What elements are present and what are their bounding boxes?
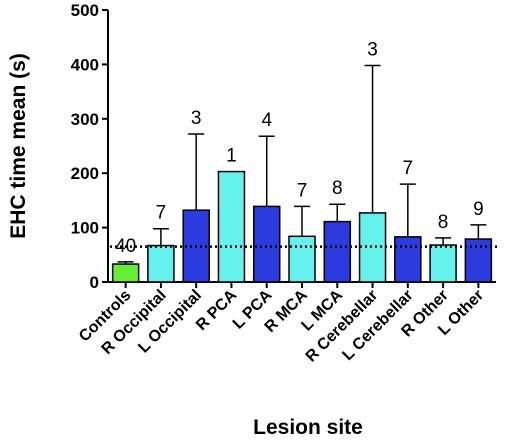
sample-size-label: 7	[156, 203, 167, 224]
sample-size-label: 3	[191, 108, 202, 129]
y-tick-label: 200	[71, 164, 99, 183]
bar	[252, 205, 281, 283]
sample-size-label: 4	[261, 110, 272, 131]
x-tick-label: R PCA	[193, 286, 241, 334]
sample-size-label: 7	[403, 158, 414, 179]
y-tick-label: 400	[71, 55, 99, 74]
sample-size-label: 8	[438, 212, 449, 233]
sample-size-label: 3	[367, 39, 378, 60]
bar	[288, 235, 316, 283]
sample-size-label: 7	[297, 180, 308, 201]
sample-size-label: 1	[226, 146, 237, 167]
bar	[217, 170, 246, 283]
y-tick-label: 100	[71, 219, 99, 238]
bar	[429, 244, 457, 283]
x-axis-title: Lesion site	[253, 416, 363, 439]
sample-size-label: 8	[332, 178, 343, 199]
sample-size-label: 40	[115, 236, 136, 257]
bar	[464, 238, 493, 283]
bar	[147, 244, 175, 283]
y-tick-label: 300	[71, 110, 99, 129]
y-tick-label: 500	[71, 1, 99, 20]
y-axis-title: EHC time mean (s)	[7, 53, 30, 239]
sample-size-label: 9	[473, 199, 484, 220]
bar	[111, 263, 140, 283]
bar	[394, 236, 422, 283]
y-tick-label: 0	[90, 273, 99, 292]
bar	[323, 220, 352, 283]
